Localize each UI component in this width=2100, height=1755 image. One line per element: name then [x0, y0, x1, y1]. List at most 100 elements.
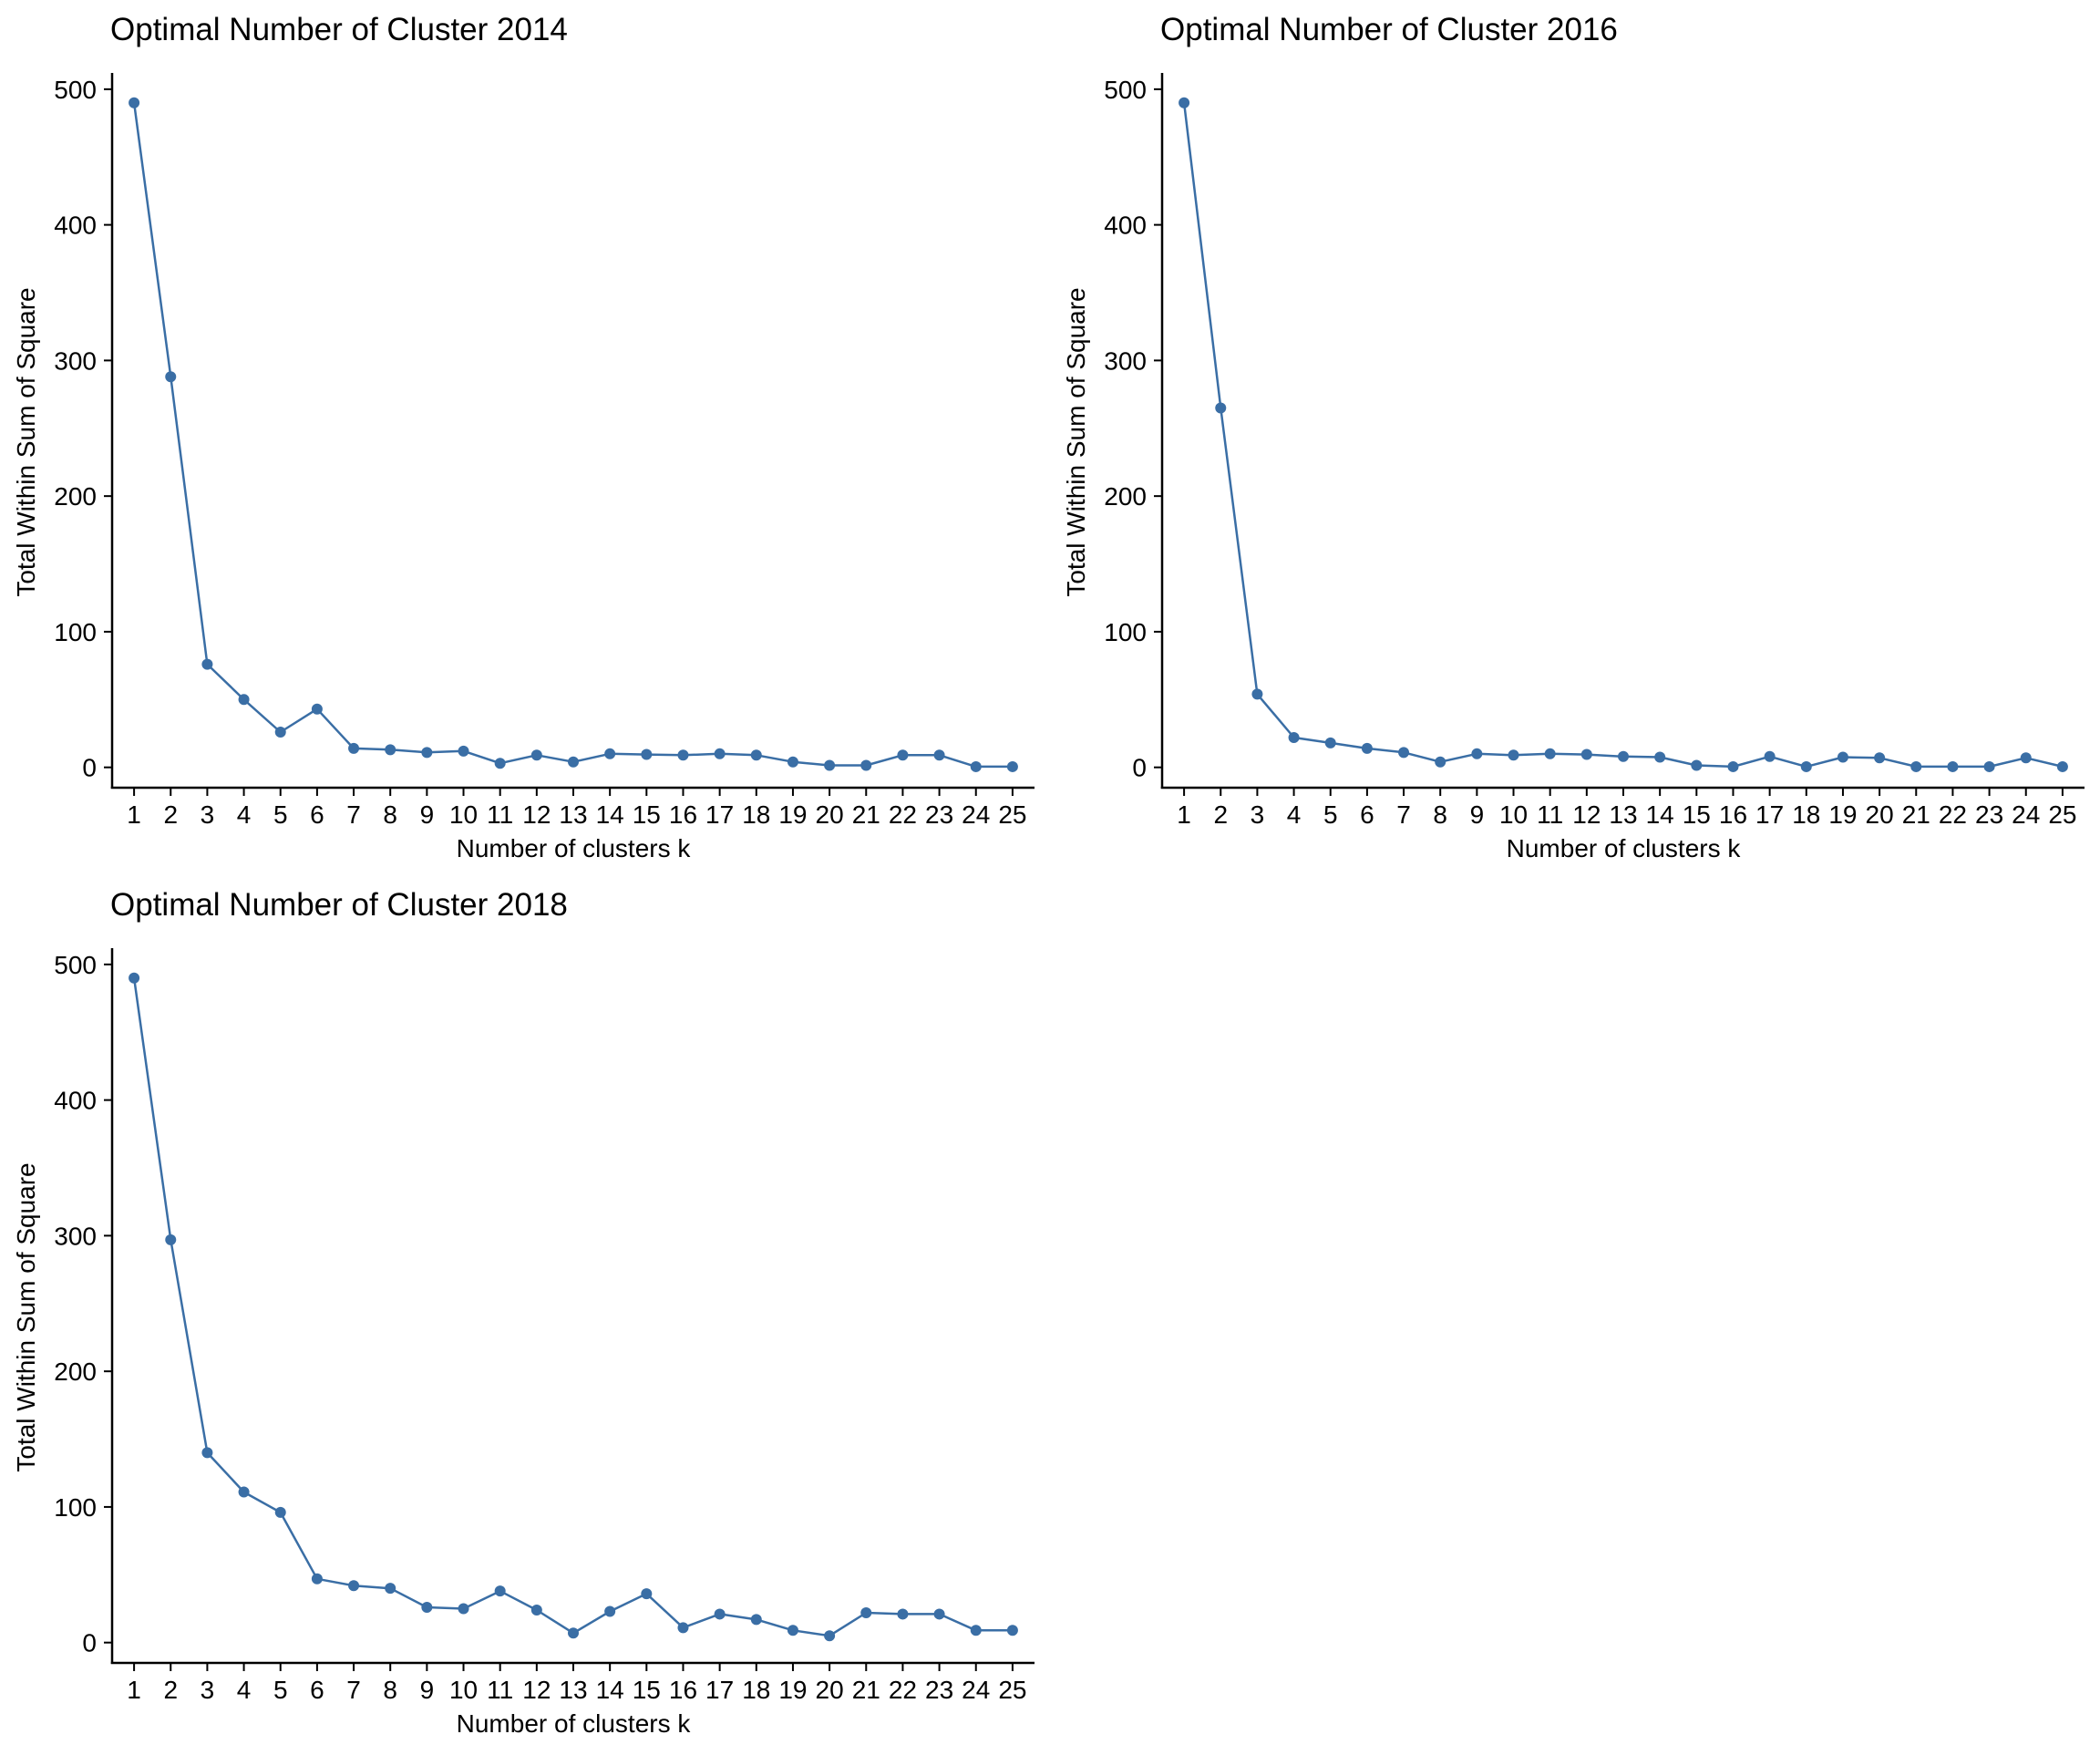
- x-tick-label: 21: [852, 800, 880, 829]
- x-tick-label: 14: [1646, 800, 1674, 829]
- data-point: [1691, 759, 1703, 771]
- data-point: [1837, 751, 1848, 763]
- data-point: [311, 1573, 323, 1585]
- y-tick-label: 500: [1104, 76, 1147, 104]
- data-point: [604, 1605, 616, 1617]
- x-tick-label: 19: [1828, 800, 1857, 829]
- x-tick-label: 1: [127, 800, 141, 829]
- data-point: [1435, 756, 1446, 768]
- data-point: [897, 1608, 909, 1620]
- x-tick-label: 17: [705, 800, 734, 829]
- x-axis-label: Number of clusters k: [457, 834, 692, 862]
- x-tick-label: 17: [1755, 800, 1784, 829]
- data-point: [348, 742, 360, 754]
- y-axis-label: Total Within Sum of Square: [12, 1162, 40, 1471]
- x-tick-label: 18: [742, 1676, 770, 1704]
- data-point: [860, 759, 872, 771]
- y-tick-label: 0: [82, 754, 97, 782]
- x-tick-label: 3: [201, 1676, 215, 1704]
- x-tick-label: 12: [522, 800, 551, 829]
- x-tick-label: 9: [420, 800, 435, 829]
- x-tick-label: 4: [237, 1676, 252, 1704]
- x-tick-label: 23: [925, 800, 953, 829]
- data-point: [129, 972, 140, 984]
- x-tick-label: 7: [1396, 800, 1411, 829]
- x-tick-label: 12: [1572, 800, 1601, 829]
- data-point: [421, 747, 433, 759]
- data-point: [568, 1627, 579, 1639]
- y-tick-label: 200: [54, 482, 97, 511]
- x-tick-label: 15: [1683, 800, 1711, 829]
- y-tick-label: 400: [54, 1087, 97, 1115]
- x-tick-label: 15: [633, 800, 661, 829]
- x-tick-label: 11: [1537, 800, 1563, 829]
- data-point: [1251, 688, 1263, 700]
- data-point: [1874, 752, 1886, 764]
- data-point: [1508, 749, 1519, 761]
- data-point: [1800, 760, 1812, 772]
- x-tick-label: 6: [310, 800, 324, 829]
- x-tick-label: 14: [596, 1676, 624, 1704]
- x-tick-label: 17: [705, 1676, 734, 1704]
- data-point: [824, 1630, 836, 1642]
- x-tick-label: 19: [778, 800, 807, 829]
- x-tick-label: 2: [163, 1676, 178, 1704]
- x-tick-label: 7: [346, 1676, 361, 1704]
- x-tick-label: 23: [1975, 800, 2003, 829]
- y-tick-label: 100: [54, 1493, 97, 1522]
- x-tick-label: 18: [742, 800, 770, 829]
- data-point: [568, 756, 579, 768]
- x-tick-label: 22: [1939, 800, 1967, 829]
- series-line: [132, 102, 1013, 769]
- x-tick-label: 2: [1213, 800, 1228, 829]
- data-point: [897, 749, 909, 761]
- x-tick-label: 8: [383, 800, 397, 829]
- x-tick-label: 12: [522, 1676, 551, 1704]
- data-point: [933, 749, 945, 761]
- data-point: [385, 1583, 396, 1595]
- x-tick-label: 6: [1360, 800, 1374, 829]
- x-tick-label: 3: [201, 800, 215, 829]
- data-point: [165, 371, 177, 383]
- data-point: [604, 748, 616, 759]
- data-point: [787, 1625, 798, 1636]
- data-point: [274, 1506, 286, 1518]
- x-axis-ticks: 1 2 3 4 5 6 7 8 9 10 11 12 13 14 15 16 17 18 19 20 21 22 23 24 2…: [127, 788, 1026, 829]
- data-point: [421, 1602, 433, 1614]
- x-tick-label: 22: [889, 1676, 917, 1704]
- x-tick-label: 16: [669, 1676, 697, 1704]
- x-tick-label: 5: [273, 800, 288, 829]
- x-tick-label: 14: [596, 800, 624, 829]
- data-point: [1006, 1625, 1018, 1636]
- x-tick-label: 4: [1287, 800, 1302, 829]
- x-tick-label: 24: [2012, 800, 2040, 829]
- chart-title: Optimal Number of Cluster 2018: [110, 887, 568, 923]
- data-point: [494, 1585, 506, 1597]
- x-tick-label: 20: [816, 1676, 844, 1704]
- chart-panel-2014: Optimal Number of Cluster 2014 Number of…: [0, 0, 1050, 875]
- x-tick-label: 21: [852, 1676, 880, 1704]
- data-point: [1947, 760, 1959, 772]
- x-tick-label: 3: [1251, 800, 1265, 829]
- data-point: [238, 1486, 250, 1498]
- chart-panel-2018: Optimal Number of Cluster 2018 Number of…: [0, 875, 1050, 1750]
- data-point: [201, 1447, 213, 1459]
- chart-2018: Optimal Number of Cluster 2018 Number of…: [12, 887, 1035, 1738]
- x-tick-label: 1: [127, 1676, 141, 1704]
- chart-2014: Optimal Number of Cluster 2014 Number of…: [12, 12, 1035, 862]
- series-wss-2014: [129, 97, 1018, 772]
- y-axis-label: Total Within Sum of Square: [1062, 287, 1090, 596]
- data-point: [1215, 402, 1227, 414]
- x-axis-label: Number of clusters k: [457, 1709, 692, 1738]
- y-tick-label: 400: [54, 212, 97, 240]
- series-line: [1182, 102, 2064, 769]
- chart-title: Optimal Number of Cluster 2014: [110, 12, 568, 47]
- x-tick-label: 11: [487, 800, 513, 829]
- y-axis-ticks: 0 100 200 300 400 500: [1104, 76, 1162, 782]
- x-tick-label: 21: [1902, 800, 1930, 829]
- y-tick-label: 500: [54, 951, 97, 979]
- data-point: [1398, 747, 1410, 759]
- data-point: [201, 658, 213, 670]
- x-tick-label: 25: [2048, 800, 2076, 829]
- x-axis-ticks: 1 2 3 4 5 6 7 8 9 10 11 12 13 14 15 16 17 18 19 20 21 22 23 24 2…: [127, 1663, 1026, 1704]
